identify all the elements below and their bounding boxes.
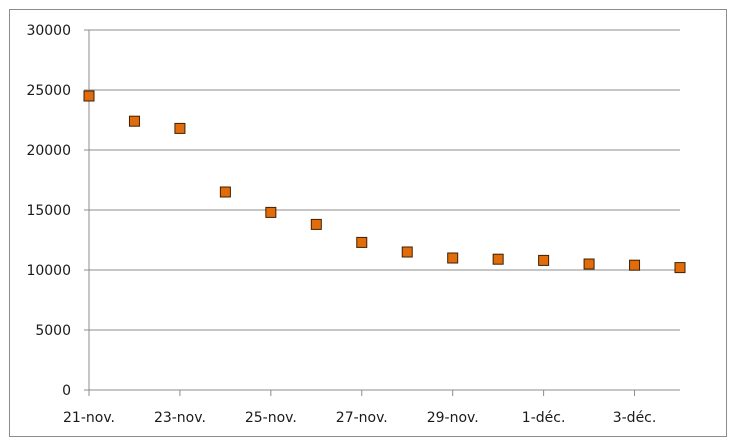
x-tick-label: 21-nov.: [63, 410, 115, 426]
data-point: [401, 246, 413, 258]
data-point: [356, 236, 368, 248]
grid-lines: [89, 29, 680, 331]
axes: [84, 29, 680, 396]
y-tick-label: 10000: [26, 263, 71, 279]
data-point: [492, 253, 504, 265]
data-point: [629, 259, 641, 271]
y-tick-labels: 0 5000 10000 15000 20000 25000 30000: [26, 23, 71, 399]
chart-frame: [9, 9, 727, 437]
x-tick-label: 23-nov.: [154, 410, 206, 426]
x-tick-label: 1-déc.: [522, 410, 566, 426]
data-points: [83, 90, 686, 274]
y-tick-label: 5000: [35, 323, 71, 339]
data-point: [83, 90, 95, 102]
x-tick-label: 27-nov.: [336, 410, 388, 426]
data-point: [128, 115, 140, 127]
x-tick-label: 29-nov.: [427, 410, 479, 426]
data-point: [174, 122, 186, 134]
data-point: [310, 218, 322, 230]
data-point: [583, 258, 595, 270]
data-point: [447, 252, 459, 264]
y-tick-label: 15000: [26, 203, 71, 219]
x-tick-label: 25-nov.: [245, 410, 297, 426]
x-tick-label: 3-déc.: [613, 410, 657, 426]
y-tick-label: 0: [62, 383, 71, 399]
y-tick-label: 25000: [26, 83, 71, 99]
data-point: [538, 254, 550, 266]
y-tick-label: 30000: [26, 23, 71, 39]
y-tick-label: 20000: [26, 143, 71, 159]
data-point: [674, 262, 686, 274]
data-point: [265, 206, 277, 218]
x-tick-labels: 21-nov. 23-nov. 25-nov. 27-nov. 29-nov. 1-déc…: [63, 410, 656, 426]
data-point: [219, 186, 231, 198]
